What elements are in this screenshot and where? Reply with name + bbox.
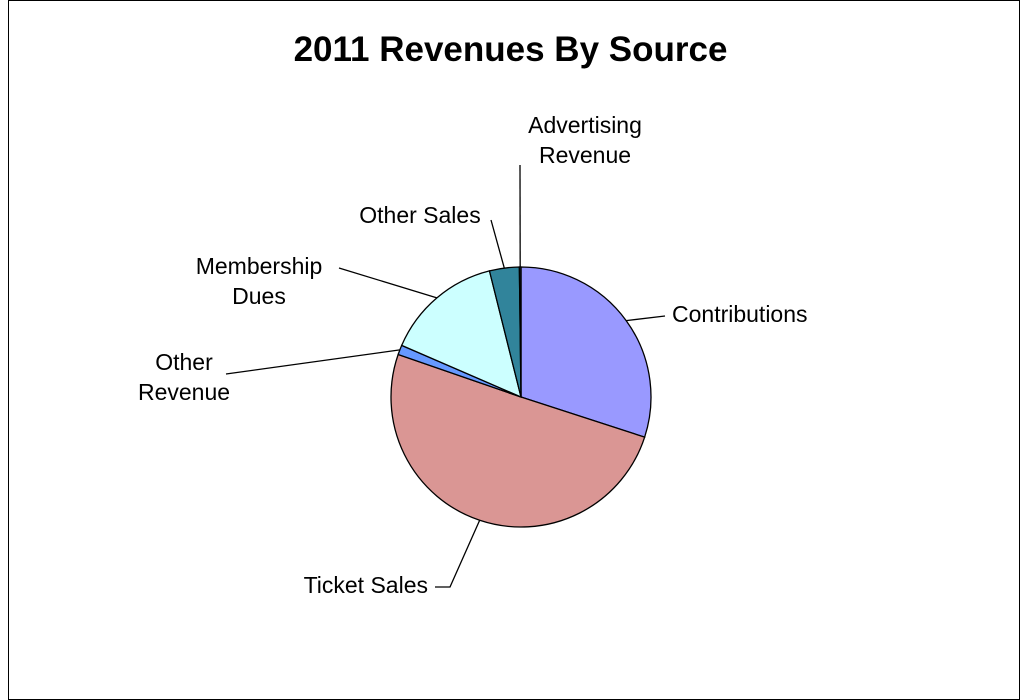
slice-label-ticket-sales: Ticket Sales bbox=[304, 572, 428, 598]
leader-line-contributions bbox=[626, 316, 665, 321]
leader-line-other-sales bbox=[491, 220, 504, 268]
leader-line-ticket-sales bbox=[435, 520, 480, 587]
slice-label-other-sales: Other Sales bbox=[359, 202, 480, 228]
slice-label-contributions: Contributions bbox=[672, 301, 808, 327]
leader-line-membership-dues bbox=[339, 268, 437, 298]
leader-line-other-revenue bbox=[226, 350, 400, 374]
